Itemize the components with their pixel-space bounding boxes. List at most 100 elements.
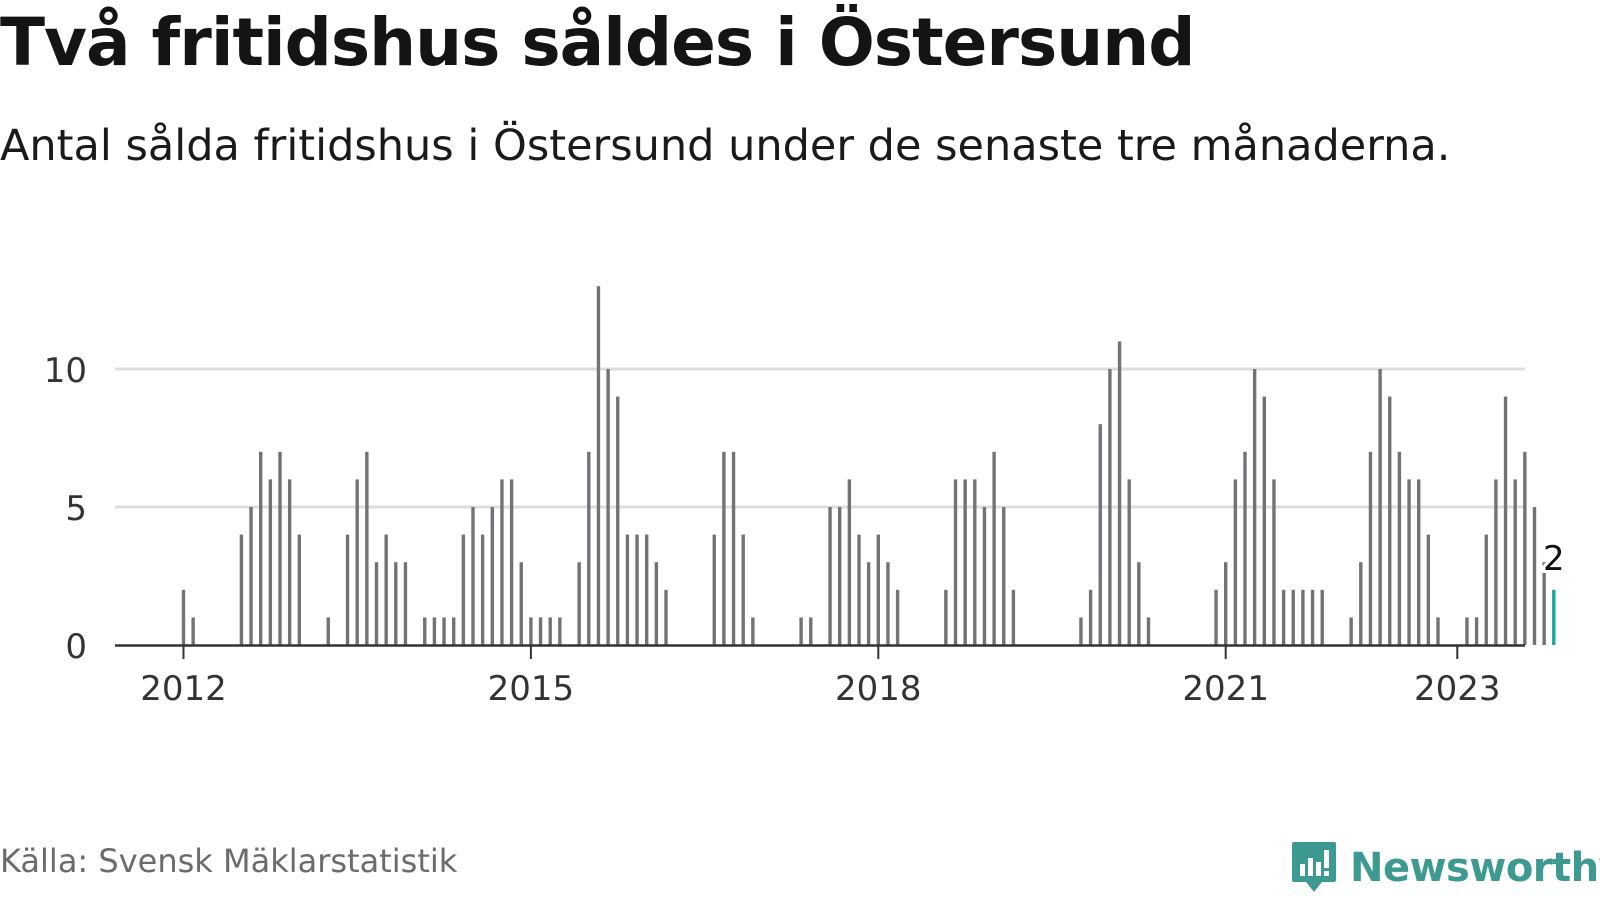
bar — [297, 534, 301, 645]
bar — [847, 479, 852, 645]
newsworthy-logo-icon — [1292, 842, 1336, 892]
bar — [181, 589, 186, 645]
bar — [1494, 479, 1498, 645]
bar — [1088, 589, 1093, 645]
bar — [1320, 589, 1324, 645]
x-axis-labels: 2012 2015 2018 2021 2023 — [140, 669, 1500, 709]
bar — [191, 617, 195, 645]
bar — [1291, 589, 1295, 645]
bar — [838, 507, 842, 645]
bar — [625, 534, 630, 645]
chart-title: Två fritidshus såldes i Östersund — [0, 4, 1195, 81]
bar — [1532, 507, 1537, 645]
bar — [278, 451, 282, 645]
bar — [394, 562, 398, 645]
bar — [1513, 479, 1517, 645]
bar — [1474, 617, 1479, 645]
bar — [1281, 589, 1286, 645]
bar — [1252, 369, 1257, 645]
bar — [452, 617, 456, 645]
x-tick-label: 2023 — [1414, 669, 1501, 709]
bar — [1378, 369, 1382, 645]
bar — [1388, 396, 1392, 645]
bar — [1349, 617, 1353, 645]
bar — [1214, 589, 1218, 645]
bar — [1262, 396, 1266, 645]
x-tick-label: 2015 — [488, 669, 575, 709]
bar — [480, 534, 485, 645]
bar — [1417, 479, 1421, 645]
bar — [645, 534, 649, 645]
source-note: Källa: Svensk Mäklarstatistik — [0, 842, 458, 880]
bar — [953, 479, 958, 645]
bar — [345, 534, 350, 645]
chart-subtitle: Antal sålda fritidshus i Östersund under… — [0, 121, 1451, 171]
bar — [558, 617, 562, 645]
bar — [442, 617, 446, 645]
bar — [365, 451, 369, 645]
x-tick-label: 2021 — [1182, 669, 1269, 709]
highlight-value-label: 2 — [1543, 539, 1565, 579]
bar — [259, 451, 263, 645]
bar — [606, 369, 610, 645]
bar — [1108, 369, 1112, 645]
bar — [268, 479, 273, 645]
bar — [509, 479, 514, 645]
bar — [1243, 451, 1247, 645]
bar — [1117, 341, 1122, 645]
bar — [1079, 617, 1083, 645]
bar — [712, 534, 716, 645]
bar — [664, 589, 668, 645]
x-axis — [115, 644, 1525, 659]
bar — [1146, 617, 1151, 645]
bar — [1233, 479, 1238, 645]
y-tick-label: 10 — [44, 351, 87, 391]
x-tick-label: 2012 — [140, 669, 227, 709]
bar — [1542, 562, 1546, 645]
bar — [741, 534, 745, 645]
bar — [1359, 562, 1363, 645]
bar — [1098, 424, 1102, 645]
gridlines — [115, 367, 1525, 509]
bar — [944, 589, 948, 645]
bar — [1407, 479, 1411, 645]
bar — [828, 507, 832, 645]
bar — [751, 617, 755, 645]
bar — [577, 562, 581, 645]
bar — [1002, 507, 1006, 645]
bar — [809, 617, 813, 645]
bar — [403, 562, 408, 645]
bar — [249, 507, 253, 645]
bar — [490, 507, 494, 645]
bars — [181, 286, 1556, 645]
y-tick-label: 0 — [65, 627, 87, 667]
bar — [722, 451, 726, 645]
y-tick-label: 5 — [65, 489, 87, 529]
bar — [635, 534, 639, 645]
bar — [992, 451, 996, 645]
bar — [432, 617, 437, 645]
bar — [1011, 589, 1016, 645]
bar — [587, 451, 591, 645]
bar — [886, 562, 890, 645]
bar — [287, 479, 292, 645]
bar — [895, 589, 900, 645]
bar — [731, 451, 736, 645]
bar — [519, 562, 523, 645]
brand-logo: Newsworthy — [1290, 840, 1600, 896]
y-axis-labels: 0 5 10 — [44, 351, 87, 667]
bar — [374, 562, 379, 645]
bar — [1368, 451, 1373, 645]
x-tick-label: 2018 — [835, 669, 922, 709]
bar — [1552, 589, 1556, 645]
bar — [461, 534, 466, 645]
bar — [1137, 562, 1141, 645]
bar — [1224, 562, 1228, 645]
bar — [548, 617, 552, 645]
annotations: 2 — [1540, 536, 1568, 582]
bar — [538, 617, 543, 645]
bar — [616, 396, 620, 645]
bar — [471, 507, 475, 645]
bar — [423, 617, 427, 645]
